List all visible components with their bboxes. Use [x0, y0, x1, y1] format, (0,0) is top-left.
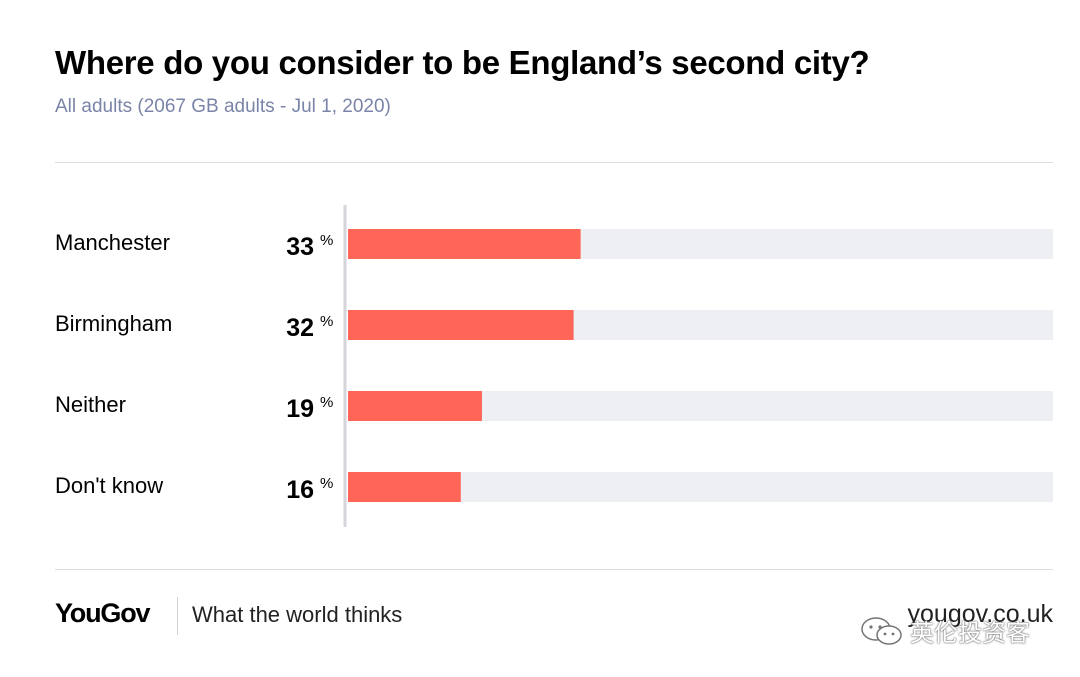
value-label-manchester: 33	[286, 233, 314, 261]
category-label-birmingham: Birmingham	[55, 311, 172, 336]
site-link[interactable]: yougov.co.uk	[907, 600, 1053, 628]
value-label-don-t-know: 16	[286, 476, 314, 504]
value-label-birmingham: 32	[286, 314, 314, 342]
bottom-divider	[55, 569, 1053, 570]
tagline: What the world thinks	[192, 602, 403, 627]
bar-track-don-t-know	[348, 472, 1053, 502]
footer-divider	[177, 597, 178, 635]
category-label-neither: Neither	[55, 392, 126, 417]
category-label-don-t-know: Don't know	[55, 473, 163, 498]
unit-label-don-t-know: %	[320, 475, 333, 492]
top-divider	[55, 162, 1053, 163]
category-label-manchester: Manchester	[55, 230, 170, 255]
unit-label-birmingham: %	[320, 313, 333, 330]
yougov-logo[interactable]: YouGov	[55, 598, 151, 628]
bar-don-t-know	[348, 472, 461, 502]
bar-chart: Manchester 33 % Birmingham 32 % Neither 19 % Don'…	[55, 205, 1053, 527]
chart-title: Where do you consider to be England’s se…	[55, 44, 870, 81]
unit-label-manchester: %	[320, 232, 333, 249]
bar-birmingham	[348, 310, 574, 340]
bar-manchester	[348, 229, 581, 259]
chart-subtitle: All adults (2067 GB adults - Jul 1, 2020…	[55, 96, 391, 117]
watermark: 英伦投资客	[860, 613, 1030, 648]
value-label-neither: 19	[286, 395, 314, 423]
bar-neither	[348, 391, 482, 421]
unit-label-neither: %	[320, 394, 333, 411]
watermark-text: 英伦投资客	[910, 619, 1030, 647]
wechat-icon	[861, 616, 902, 645]
